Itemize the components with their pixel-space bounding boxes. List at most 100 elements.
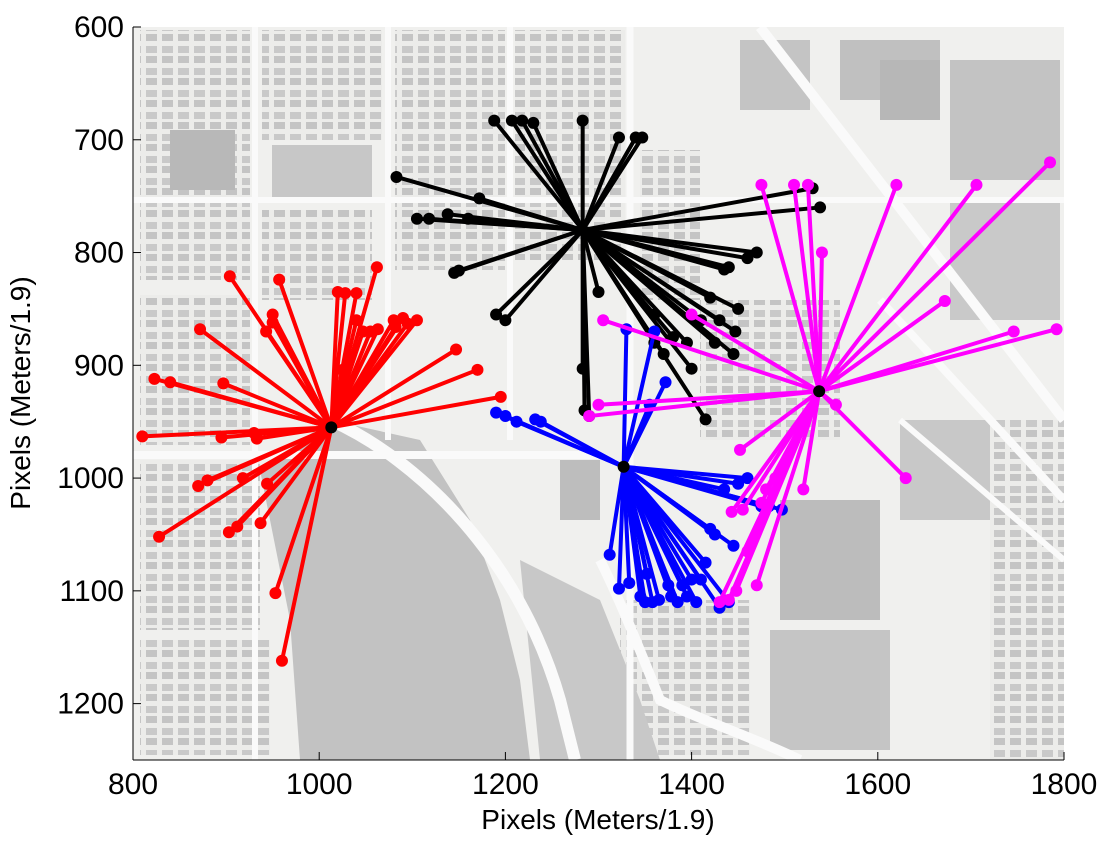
black-spoke-line	[492, 118, 585, 232]
red-data-point	[192, 479, 205, 492]
magenta-spoke-line	[689, 312, 822, 394]
magenta-spoke-line	[754, 389, 822, 588]
black-data-point	[722, 261, 735, 274]
black-spoke-line	[580, 227, 736, 357]
magenta-data-point	[788, 178, 801, 191]
red-data-point	[266, 316, 279, 329]
magenta-center-point	[813, 385, 826, 398]
black-data-point	[473, 192, 486, 205]
data-layer	[136, 114, 1063, 667]
red-data-point	[401, 317, 414, 330]
red-spoke-line	[329, 367, 480, 430]
magenta-spoke-line	[773, 389, 822, 481]
x-tick-label: 1200	[472, 768, 539, 801]
red-spoke-line	[277, 277, 334, 430]
blue-spoke-line	[621, 464, 731, 605]
blue-data-point	[490, 406, 503, 419]
magenta-data-point	[970, 178, 983, 191]
y-tick-label: 1200	[57, 688, 124, 721]
blue-data-point	[694, 573, 707, 586]
black-data-point	[648, 308, 661, 321]
black-data-point	[527, 116, 540, 129]
magenta-spoke-line	[601, 318, 822, 394]
red-spoke-line	[329, 347, 459, 430]
magenta-data-point	[685, 308, 698, 321]
x-tick-label: 1400	[658, 768, 725, 801]
black-data-point	[657, 348, 670, 361]
magenta-data-point	[1007, 325, 1020, 338]
red-data-point	[260, 325, 273, 338]
magenta-data-point	[741, 545, 754, 558]
red-spoke-line	[205, 425, 334, 483]
blue-data-point	[623, 576, 636, 589]
magenta-data-point	[755, 178, 768, 191]
blue-data-point	[612, 582, 625, 595]
black-data-point	[727, 348, 740, 361]
magenta-data-point	[938, 295, 951, 308]
blue-center-point	[617, 460, 630, 473]
black-center-point	[576, 223, 589, 236]
red-center-point	[325, 421, 338, 434]
blue-data-point	[659, 376, 672, 389]
red-data-point	[450, 343, 463, 356]
red-data-point	[194, 323, 207, 336]
red-data-point	[223, 270, 236, 283]
red-data-point	[136, 430, 149, 443]
magenta-data-point	[583, 410, 596, 423]
black-spoke-line	[580, 227, 694, 371]
x-tick-label: 1800	[1031, 768, 1098, 801]
black-data-point	[592, 286, 605, 299]
magenta-data-point	[1044, 156, 1057, 169]
blue-spoke-line	[621, 329, 657, 469]
black-data-point	[452, 264, 465, 277]
black-data-point	[505, 114, 518, 127]
red-data-point	[148, 372, 161, 385]
red-data-point	[410, 314, 423, 327]
magenta-spoke-line	[817, 160, 1053, 394]
black-spoke-line	[580, 227, 759, 255]
magenta-spoke-line	[792, 182, 822, 394]
red-spoke-line	[198, 327, 334, 430]
red-spoke-line	[273, 425, 334, 596]
black-data-point	[636, 131, 649, 144]
series-blue	[490, 323, 788, 614]
magenta-data-point	[750, 579, 763, 592]
y-tick-label: 900	[74, 349, 124, 382]
blue-data-point	[718, 483, 731, 496]
magenta-data-point	[1050, 323, 1063, 336]
black-spoke-line	[531, 120, 585, 232]
x-tick-label: 1000	[286, 768, 353, 801]
axes-frame	[132, 27, 1064, 761]
blue-data-point	[653, 593, 666, 606]
black-spoke-line	[580, 227, 689, 345]
black-data-point	[576, 362, 589, 375]
magenta-data-point	[592, 398, 605, 411]
magenta-data-point	[730, 584, 743, 597]
magenta-data-point	[890, 178, 903, 191]
red-data-point	[350, 287, 363, 300]
red-data-point	[371, 323, 384, 336]
black-spoke-line	[580, 227, 738, 334]
black-spoke-line	[580, 227, 731, 270]
y-tick-label: 1000	[57, 462, 124, 495]
magenta-spoke-line	[817, 299, 947, 394]
x-tick-label: 1600	[844, 768, 911, 801]
magenta-data-point	[829, 398, 842, 411]
magenta-data-point	[725, 505, 738, 518]
red-spoke-line	[265, 425, 334, 486]
blue-data-point	[640, 567, 653, 580]
blue-spoke-line	[538, 419, 626, 469]
black-data-point	[390, 170, 403, 183]
black-data-point	[423, 212, 436, 225]
red-data-point	[231, 520, 244, 533]
red-data-point	[275, 654, 288, 667]
blue-data-point	[662, 579, 675, 592]
black-spoke-line	[456, 227, 585, 273]
black-data-point	[410, 212, 423, 225]
red-spoke-line	[258, 425, 334, 526]
blue-data-point	[534, 415, 547, 428]
blue-data-point	[708, 528, 721, 541]
black-spoke-line	[580, 227, 601, 295]
magenta-data-point	[722, 593, 735, 606]
